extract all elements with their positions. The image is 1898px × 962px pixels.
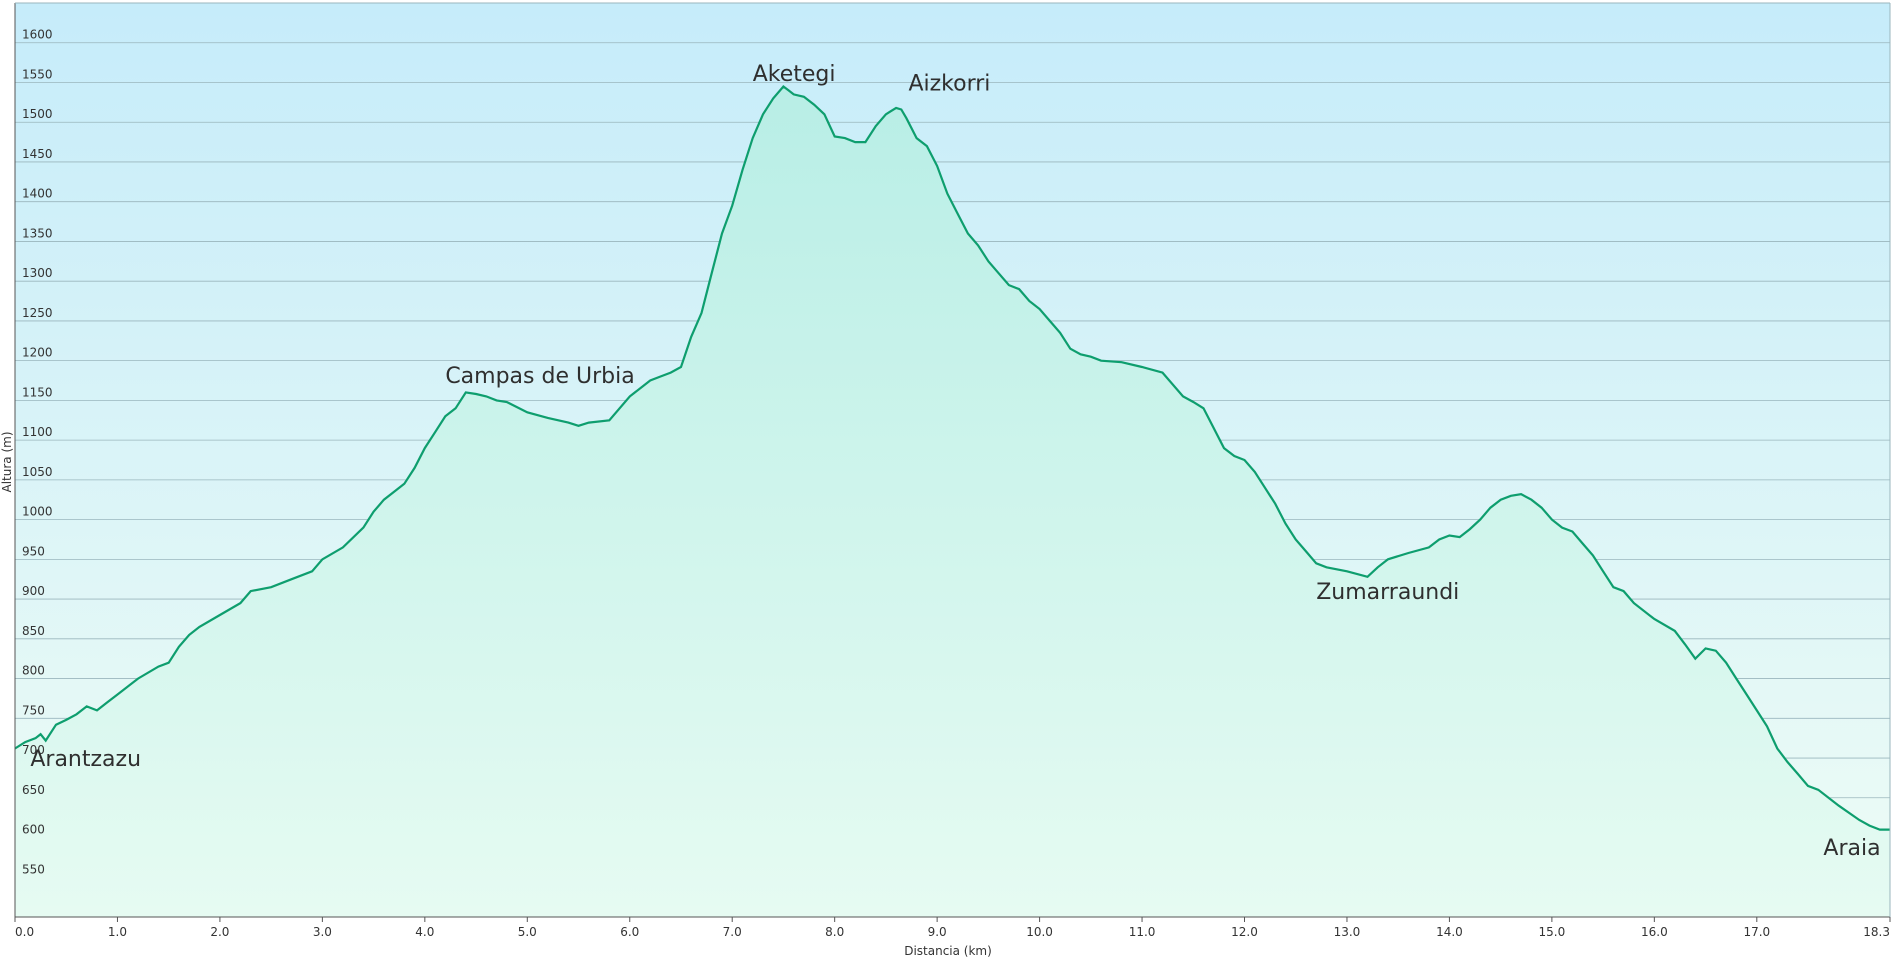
- x-tick-label: 7.0: [723, 925, 742, 939]
- y-tick-label: 1200: [22, 346, 53, 360]
- waypoint-labels: Arantzazu Campas de Urbia Aketegi Aizkorri Z…: [30, 62, 1880, 861]
- x-tick-label: 6.0: [620, 925, 639, 939]
- y-tick-label: 700: [22, 743, 45, 757]
- x-tick-label: 13.0: [1334, 925, 1361, 939]
- elevation-area: [15, 86, 1890, 917]
- x-tick-label: 12.0: [1231, 925, 1258, 939]
- x-tick-label: 9.0: [928, 925, 947, 939]
- y-tick-label: 600: [22, 823, 45, 837]
- y-tick-label: 1150: [22, 385, 53, 399]
- y-tick-label: 900: [22, 584, 45, 598]
- y-tick-label: 850: [22, 624, 45, 638]
- waypoint-label: Zumarraundi: [1316, 580, 1459, 605]
- y-tick-label: 1300: [22, 266, 53, 280]
- y-tick-label: 800: [22, 664, 45, 678]
- waypoint-label: Campas de Urbia: [445, 364, 634, 389]
- x-tick-label: 11.0: [1129, 925, 1156, 939]
- waypoint-label: Arantzazu: [30, 747, 141, 772]
- x-tick-label: 4.0: [415, 925, 434, 939]
- x-tick-label: 3.0: [313, 925, 332, 939]
- y-axis-title: Altura (m): [0, 431, 14, 492]
- elevation-line: [14, 85, 1890, 831]
- y-tick-label: 1400: [22, 187, 53, 201]
- y-tick-label: 1450: [22, 147, 53, 161]
- y-tick-labels: 550 600 650 700 750 800 850 900 950 1000 1050 1100 1…: [22, 28, 53, 877]
- y-tick-label: 1250: [22, 306, 53, 320]
- y-tick-label: 1000: [22, 505, 53, 519]
- x-tick-label: 2.0: [210, 925, 229, 939]
- y-tick-label: 1550: [22, 67, 53, 81]
- y-tick-label: 1500: [22, 107, 53, 121]
- y-tick-label: 1600: [22, 28, 53, 42]
- waypoint-label: Aizkorri: [908, 71, 990, 96]
- y-tick-label: 1350: [22, 226, 53, 240]
- y-tick-label: 1100: [22, 425, 53, 439]
- x-tick-label: 15.0: [1539, 925, 1566, 939]
- x-tick-label: 0.0: [15, 925, 34, 939]
- x-tick-label: 5.0: [518, 925, 537, 939]
- x-tick-label: 10.0: [1026, 925, 1053, 939]
- y-tick-label: 950: [22, 544, 45, 558]
- waypoint-label: Aketegi: [753, 62, 836, 87]
- y-tick-label: 550: [22, 862, 45, 876]
- x-tick-label: 16.0: [1641, 925, 1668, 939]
- x-axis-title: Distancia (km): [904, 944, 992, 958]
- x-tick-label: 18.3: [1863, 925, 1890, 939]
- x-tick-labels: 0.0 1.0 2.0 3.0 4.0 5.0 6.0 7.0 8.0 9.0 10.0 11.0 12…: [14, 917, 1891, 939]
- x-tick-label: 8.0: [825, 925, 844, 939]
- y-tick-label: 1050: [22, 465, 53, 479]
- x-tick-label: 14.0: [1436, 925, 1463, 939]
- x-tick-label: 1.0: [108, 925, 127, 939]
- waypoint-label: Araia: [1823, 836, 1880, 861]
- x-tick-label: 17.0: [1743, 925, 1770, 939]
- y-tick-label: 750: [22, 703, 45, 717]
- y-tick-label: 650: [22, 783, 45, 797]
